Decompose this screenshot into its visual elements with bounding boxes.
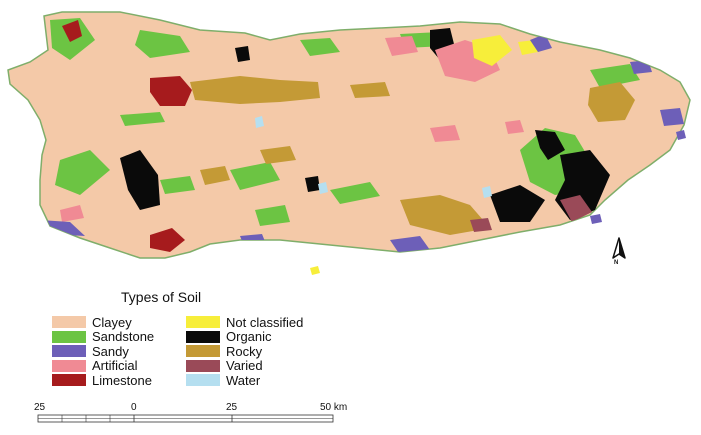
legend-label: Water	[226, 372, 261, 388]
legend-label: Varied	[226, 358, 263, 374]
limestone-patches	[62, 20, 192, 252]
legend-swatch	[186, 316, 220, 329]
legend-label: Sandy	[92, 343, 129, 359]
legend-label: Clayey	[92, 314, 132, 330]
legend-item-not-classified: Not classified	[186, 315, 303, 330]
rocky-patches	[190, 76, 635, 235]
legend-swatch	[52, 374, 86, 387]
legend-swatch	[186, 345, 220, 358]
scale-label: 50 km	[320, 402, 348, 413]
legend-item-artificial: Artificial	[52, 359, 154, 374]
legend-item-rocky: Rocky	[186, 344, 303, 359]
legend-swatch	[52, 345, 86, 358]
legend-label: Rocky	[226, 343, 263, 359]
legend-label: Limestone	[92, 372, 152, 388]
legend-column-right: Not classified Organic Rocky Varied Wate…	[186, 315, 303, 388]
legend-item-varied: Varied	[186, 359, 303, 374]
legend-label: Not classified	[226, 314, 304, 330]
scale-label: 25	[226, 402, 238, 413]
scale-bar	[37, 414, 334, 423]
legend-item-clayey: Clayey	[52, 315, 154, 330]
sandy-patches	[40, 34, 684, 252]
legend-label: Artificial	[92, 358, 138, 374]
sandstone-patches	[50, 18, 640, 226]
scale-label: 25	[34, 402, 46, 413]
offshore-fragment	[310, 266, 320, 275]
legend-swatch	[186, 359, 220, 372]
legend-label: Organic	[226, 329, 272, 345]
legend-column-left: Clayey Sandstone Sandy Artificial Limest…	[52, 315, 154, 388]
legend-item-sandy: Sandy	[52, 344, 154, 359]
legend-swatch	[186, 374, 220, 387]
scale-label: 0	[131, 402, 137, 413]
legend-title: Types of Soil	[121, 289, 202, 305]
varied-patches	[470, 195, 592, 232]
legend-swatch	[52, 330, 86, 343]
puerto-rico-island	[7, 11, 691, 259]
water-patches	[255, 116, 492, 198]
legend-swatch	[52, 316, 86, 329]
legend-item-organic: Organic	[186, 330, 303, 345]
soil-map	[7, 11, 691, 275]
legend-item-limestone: Limestone	[52, 373, 154, 388]
legend-swatch	[52, 359, 86, 372]
north-arrow-icon	[612, 237, 626, 259]
legend-item-water: Water	[186, 373, 303, 388]
legend-item-sandstone: Sandstone	[52, 330, 154, 345]
offshore-fragment	[676, 130, 686, 140]
legend-swatch	[186, 330, 220, 343]
legend-label: Sandstone	[92, 329, 155, 345]
north-label: N	[614, 260, 619, 266]
offshore-fragment	[590, 214, 602, 224]
